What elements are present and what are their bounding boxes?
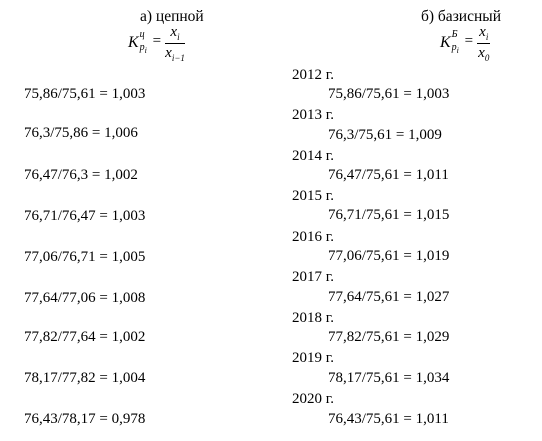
base-heading: б) базисный — [421, 8, 501, 25]
chain-row: 75,86/75,61 = 1,003 — [24, 86, 146, 102]
year-label: 2012 г. — [292, 67, 334, 83]
year-label: 2020 г. — [292, 391, 334, 407]
chain-row: 77,06/76,71 = 1,005 — [24, 249, 146, 265]
year-label: 2013 г. — [292, 107, 334, 123]
base-row: 76,47/75,61 = 1,011 — [328, 167, 449, 183]
year-label: 2016 г. — [292, 229, 334, 245]
chain-formula-num-index: i — [177, 32, 180, 42]
year-label: 2018 г. — [292, 310, 334, 326]
chain-formula-k: K — [128, 33, 139, 51]
base-row: 77,82/75,61 = 1,029 — [328, 329, 450, 345]
base-formula-den: x — [478, 45, 485, 61]
base-formula-fraction: xi x0 — [477, 24, 491, 63]
base-row: 76,43/75,61 = 1,011 — [328, 411, 449, 427]
chain-formula-den: x — [165, 45, 172, 61]
base-row: 77,64/75,61 = 1,027 — [328, 289, 450, 305]
chain-row: 77,82/77,64 = 1,002 — [24, 329, 146, 345]
base-formula-k: K — [440, 33, 451, 51]
base-row: 78,17/75,61 = 1,034 — [328, 370, 450, 386]
chain-formula-eq: = — [152, 32, 162, 49]
base-formula-num-index: i — [485, 32, 489, 42]
chain-row: 76,3/75,86 = 1,006 — [24, 125, 138, 141]
chain-formula-num: x — [170, 24, 178, 40]
chain-row: 77,64/77,06 = 1,008 — [24, 290, 146, 306]
base-formula-num: x — [479, 24, 486, 40]
year-label: 2017 г. — [292, 269, 334, 285]
chain-row: 76,47/76,3 = 1,002 — [24, 167, 138, 183]
chain-row: 78,17/77,82 = 1,004 — [24, 370, 146, 386]
base-formula-sub: p — [451, 41, 457, 53]
chain-heading: а) цепной — [140, 8, 204, 25]
base-formula-den-index: 0 — [484, 53, 490, 63]
chain-formula-fraction: xi xi−1 — [165, 24, 185, 63]
year-label: 2019 г. — [292, 350, 334, 366]
chain-formula-sub: p — [139, 41, 145, 53]
base-formula-eq: = — [464, 32, 474, 49]
chain-formula-den-index: i−1 — [171, 53, 185, 63]
year-label: 2015 г. — [292, 188, 334, 204]
base-row: 75,86/75,61 = 1,003 — [328, 86, 450, 102]
base-row: 77,06/75,61 = 1,019 — [328, 248, 450, 264]
chain-row: 76,71/76,47 = 1,003 — [24, 208, 146, 224]
base-formula-sup: Б — [451, 28, 458, 40]
year-label: 2014 г. — [292, 148, 334, 164]
chain-formula-sup: ц — [139, 28, 145, 40]
base-row: 76,71/75,61 = 1,015 — [328, 207, 450, 223]
chain-row: 76,43/78,17 = 0,978 — [24, 411, 146, 427]
base-formula-sub-index: i — [456, 45, 459, 55]
base-row: 76,3/75,61 = 1,009 — [328, 127, 442, 143]
chain-formula-sub-index: i — [144, 45, 147, 55]
